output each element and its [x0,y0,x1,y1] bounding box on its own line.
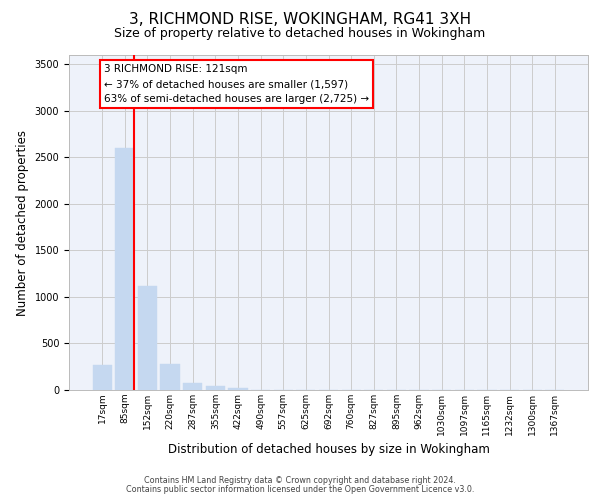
Bar [115,148,134,390]
Bar [229,388,248,390]
Y-axis label: Number of detached properties: Number of detached properties [16,130,29,316]
X-axis label: Distribution of detached houses by size in Wokingham: Distribution of detached houses by size … [167,443,490,456]
Text: Contains HM Land Registry data © Crown copyright and database right 2024.: Contains HM Land Registry data © Crown c… [144,476,456,485]
Bar [183,382,202,390]
Text: 3 RICHMOND RISE: 121sqm
← 37% of detached houses are smaller (1,597)
63% of semi: 3 RICHMOND RISE: 121sqm ← 37% of detache… [104,64,369,104]
Bar [92,365,112,390]
Bar [206,386,225,390]
Text: 3, RICHMOND RISE, WOKINGHAM, RG41 3XH: 3, RICHMOND RISE, WOKINGHAM, RG41 3XH [129,12,471,28]
Bar [160,364,180,390]
Text: Contains public sector information licensed under the Open Government Licence v3: Contains public sector information licen… [126,485,474,494]
Bar [138,286,157,390]
Text: Size of property relative to detached houses in Wokingham: Size of property relative to detached ho… [115,28,485,40]
